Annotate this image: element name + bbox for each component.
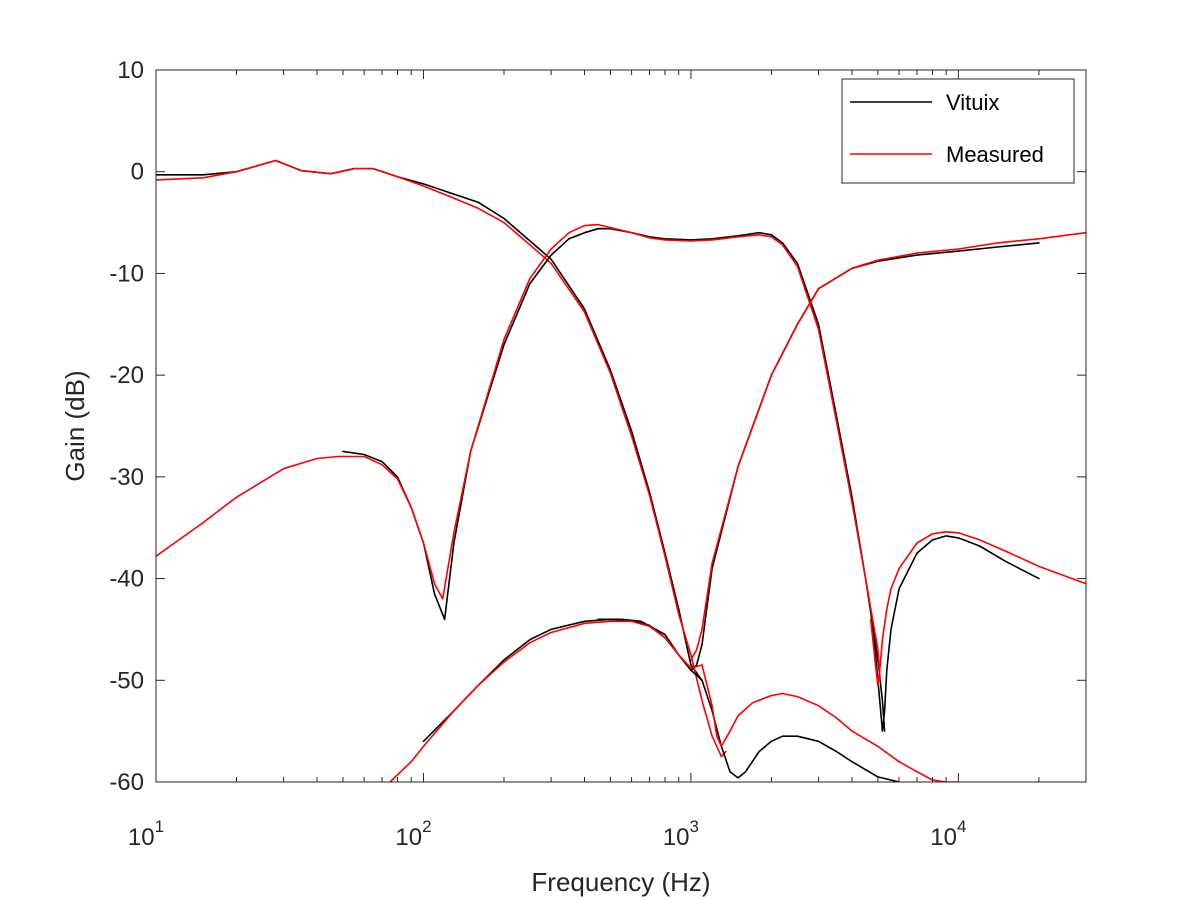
y-tick-label: -50: [109, 667, 144, 694]
series-measured-woofer-leak-line: [389, 620, 960, 782]
x-axis-label: Frequency (Hz): [531, 867, 710, 897]
y-tick-label: -30: [109, 464, 144, 491]
legend-label-measured: Measured: [946, 142, 1044, 167]
y-tick-label: 0: [131, 159, 144, 186]
x-tick-label-base: 10: [663, 824, 690, 851]
x-tick-label: 102: [395, 817, 431, 851]
legend-label-vituix: Vituix: [946, 90, 999, 115]
series-measured-woofer-line: [156, 159, 727, 758]
x-tick-label-exponent: 1: [155, 817, 164, 836]
plot-area: [156, 70, 1086, 782]
y-tick-label: -60: [109, 769, 144, 796]
series-measured-tweeter-line: [690, 231, 1086, 661]
x-tick-label-base: 10: [395, 824, 422, 851]
y-tick-labels: -60 -50 -40 -30 -20 -10 0 10: [109, 57, 144, 796]
legend-box: [841, 78, 1075, 184]
y-tick-label: -10: [109, 260, 144, 287]
series-layer: [156, 159, 1086, 782]
x-tick-label-base: 10: [128, 824, 155, 851]
x-tick-label: 104: [930, 817, 966, 851]
x-tick-labels: 101 102 103 104: [128, 817, 967, 851]
x-tick-label: 103: [663, 817, 699, 851]
series-vituix-woofer-leak-line: [422, 618, 900, 782]
y-axis-label: Gain (dB): [60, 370, 90, 481]
y-tick-label: -40: [109, 566, 144, 593]
y-tick-label: -20: [109, 362, 144, 389]
y-tick-label: 10: [117, 57, 144, 84]
x-tick-label: 101: [128, 817, 164, 851]
series-vituix-tweeter-leak-line: [872, 535, 1040, 732]
x-tick-label-exponent: 3: [690, 817, 699, 836]
series-measured-midrange-line: [156, 223, 881, 682]
x-tick-label-exponent: 4: [957, 817, 966, 836]
x-tick-label-base: 10: [930, 824, 957, 851]
x-tick-label-exponent: 2: [422, 817, 431, 836]
series-measured-tweeter-leak-line: [869, 531, 1086, 687]
legend: Vituix Measured: [841, 78, 1075, 184]
plot-frame: [155, 69, 1087, 783]
